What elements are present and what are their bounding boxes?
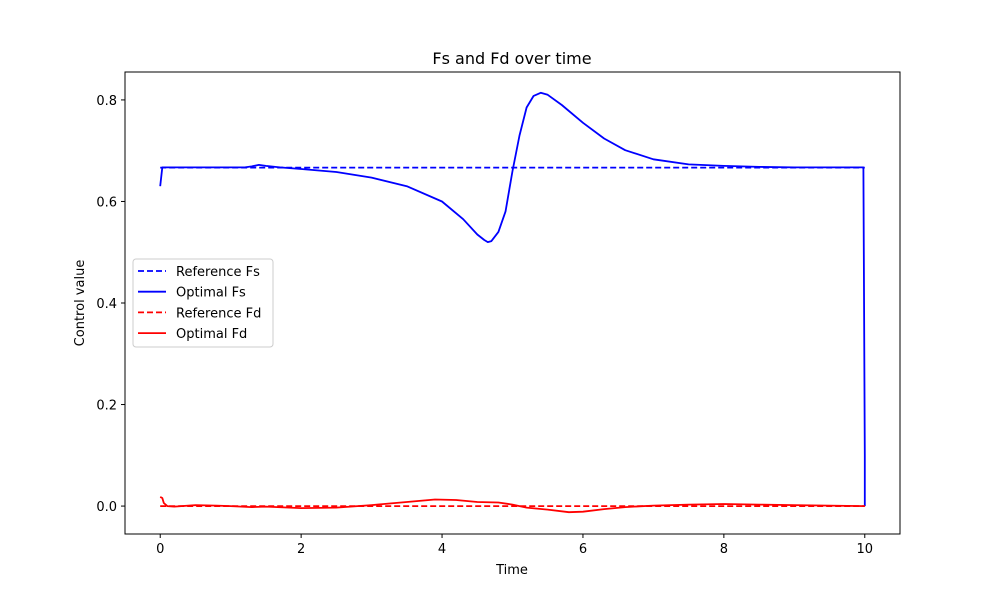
y-tick-label: 0.0 [96, 500, 117, 515]
legend-label-reference-fs: Reference Fs [176, 265, 260, 280]
series-line-optimal-fs [159, 91, 866, 507]
x-tick-label: 8 [720, 542, 728, 557]
y-tick-label: 0.8 [96, 94, 117, 109]
y-tick-label: 0.6 [96, 195, 117, 210]
legend-label-optimal-fd: Optimal Fd [176, 327, 247, 342]
plot-area [159, 91, 866, 514]
x-tick-label: 10 [856, 542, 873, 557]
chart-title: Fs and Fd over time [432, 49, 591, 68]
x-tick-label: 2 [297, 542, 305, 557]
x-tick-label: 6 [579, 542, 587, 557]
legend-label-reference-fd: Reference Fd [176, 306, 261, 321]
axis-ticks: 0 2 4 6 8 10 0.0 0.2 0.4 0.6 0.8 [96, 94, 873, 557]
x-axis-label: Time [495, 563, 528, 578]
y-tick-label: 0.2 [96, 399, 117, 414]
x-tick-label: 4 [438, 542, 446, 557]
series-line-optimal-fd [159, 496, 865, 514]
legend-box [132, 258, 274, 348]
y-tick-label: 0.4 [96, 297, 117, 312]
y-axis-label: Control value [73, 260, 88, 347]
x-tick-label: 0 [156, 542, 164, 557]
legend: Reference Fs Optimal Fs Reference Fd Optima… [132, 258, 274, 348]
legend-label-optimal-fs: Optimal Fs [176, 286, 246, 301]
